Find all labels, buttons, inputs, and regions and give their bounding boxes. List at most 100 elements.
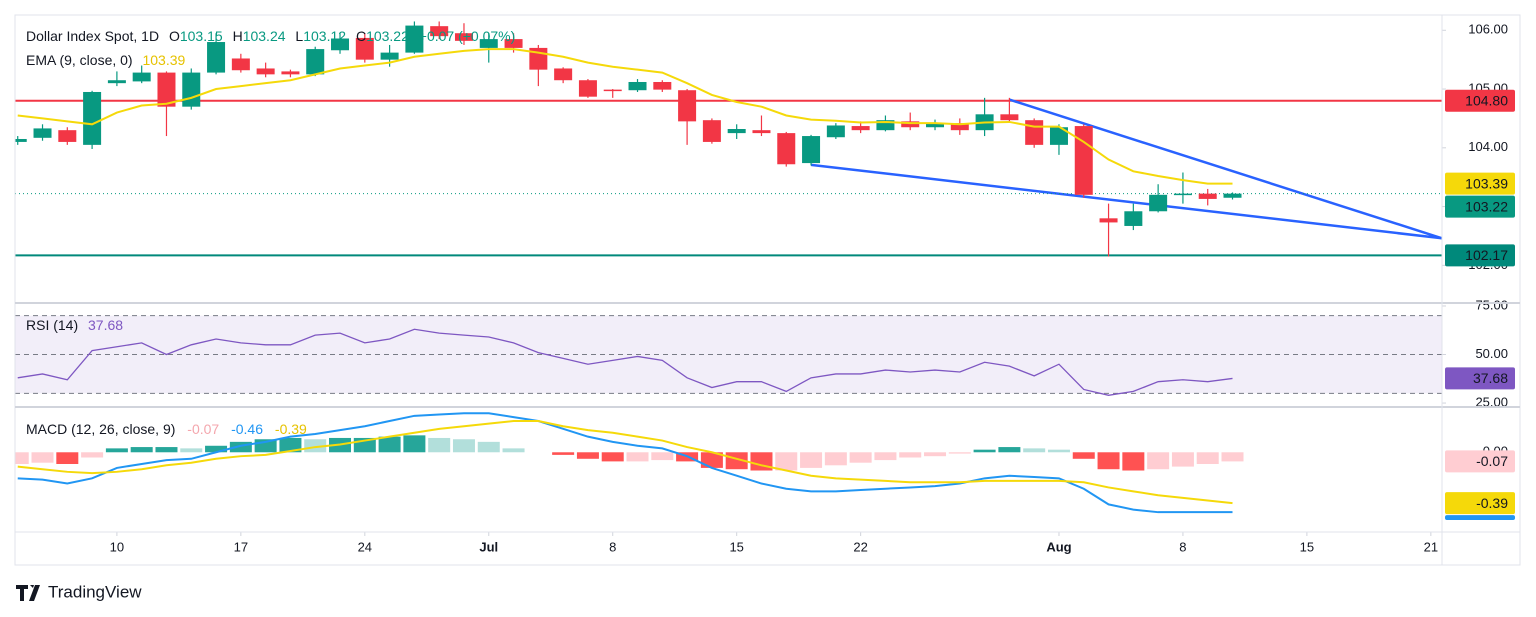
- candle-body: [380, 52, 399, 60]
- histogram-bar: [477, 441, 500, 453]
- histogram-bar: [81, 452, 104, 458]
- candle-body: [504, 39, 523, 48]
- candle-body: [1149, 194, 1168, 212]
- price-badge: 102.17: [1445, 244, 1515, 267]
- candle-body: [83, 91, 102, 145]
- candle-body: [207, 42, 226, 73]
- histogram-bar: [824, 452, 847, 466]
- main-legend: Dollar Index Spot, 1D O103.15 H103.24 L1…: [26, 28, 515, 44]
- ema-line: [17, 48, 1233, 185]
- candle-body: [1049, 127, 1068, 145]
- y-tick-label: 106.00: [1468, 22, 1508, 37]
- histogram-bar: [1171, 452, 1194, 467]
- price-badge: 37.68: [1445, 367, 1515, 390]
- candle-body: [430, 26, 449, 37]
- price-badge: [1445, 515, 1515, 520]
- candle-body: [603, 89, 622, 92]
- axes: 10 17 24 Jul 8 15 22 Aug 8 15 21106.00105.00104.00…: [110, 22, 1515, 554]
- x-tick-label: Jul: [479, 539, 498, 554]
- candle-body: [182, 72, 201, 107]
- macd-pane: [15, 412, 1244, 514]
- histogram-bar: [973, 449, 996, 453]
- badge-box: [1445, 450, 1515, 473]
- candle-body: [653, 81, 672, 90]
- ohlc-value: 103.24: [243, 28, 286, 44]
- candle-body: [826, 125, 845, 138]
- x-tick-label: 17: [234, 539, 248, 554]
- candle-body: [1223, 193, 1242, 198]
- histogram-bar: [403, 435, 426, 453]
- candle-body: [256, 68, 275, 75]
- ohlc-value: 103.22: [366, 28, 409, 44]
- rsi-value: 37.68: [88, 317, 123, 333]
- rsi-name: RSI (14): [26, 317, 78, 333]
- badge-box: [1445, 195, 1515, 218]
- candle-body: [355, 37, 374, 60]
- ema-legend: EMA (9, close, 0) 103.39: [26, 52, 186, 68]
- x-tick-label: 15: [1300, 539, 1314, 554]
- ohlc-key: O: [169, 28, 180, 44]
- candle-body: [678, 90, 697, 122]
- histogram-bar: [105, 448, 128, 453]
- candle-body: [802, 136, 821, 164]
- ema-value: 103.39: [142, 52, 185, 68]
- rsi-pane: [15, 315, 1442, 396]
- candle-body: [702, 120, 721, 142]
- candle-body: [15, 138, 27, 142]
- histogram-bar: [1122, 452, 1145, 471]
- badge-box: [1445, 515, 1515, 520]
- candle-body: [727, 129, 746, 134]
- histogram-bar: [800, 452, 823, 468]
- candle-body: [1198, 193, 1217, 199]
- x-tick-label: Aug: [1046, 539, 1071, 554]
- histogram-bar: [130, 447, 153, 453]
- candle-body: [1000, 114, 1019, 121]
- trend-line: [810, 163, 1443, 240]
- y-tick-label: 50.00: [1475, 346, 1508, 361]
- signal-line: [17, 420, 1233, 505]
- histogram-bar: [56, 452, 79, 464]
- candle-body: [1099, 218, 1118, 223]
- badge-label: 102.17: [1465, 247, 1508, 263]
- candle-body: [628, 81, 647, 91]
- candle-body: [1173, 193, 1192, 196]
- histogram-bar: [552, 452, 575, 455]
- macd-name: MACD (12, 26, close, 9): [26, 421, 175, 437]
- rsi-legend: RSI (14) 37.68: [26, 317, 123, 333]
- candle-body: [306, 49, 325, 75]
- candle-body: [950, 123, 969, 131]
- histogram-bar: [1047, 449, 1070, 453]
- histogram-bar: [998, 447, 1021, 453]
- histogram-bar: [1196, 452, 1219, 464]
- histogram-bar: [775, 452, 798, 471]
- badge-box: [1445, 492, 1515, 515]
- candle-body: [851, 126, 870, 131]
- candle-body: [454, 33, 473, 41]
- histogram-bar: [899, 452, 922, 458]
- histogram-bar: [948, 452, 971, 454]
- histogram-bar: [576, 452, 599, 459]
- candle-body: [901, 121, 920, 128]
- ohlc-key: H: [233, 28, 243, 44]
- x-tick-label: 21: [1424, 539, 1438, 554]
- ohlc-key: C: [356, 28, 366, 44]
- x-tick-label: 15: [729, 539, 743, 554]
- candle-body: [331, 38, 350, 51]
- histogram-bar: [31, 452, 54, 463]
- candle-body: [578, 80, 597, 97]
- histogram-bar: [378, 436, 401, 453]
- histogram-bar: [626, 452, 649, 462]
- change: +0.07 (+0.07%): [419, 28, 516, 44]
- histogram-bar: [874, 452, 897, 461]
- badge-label: 103.22: [1465, 198, 1508, 214]
- badge-label: -0.39: [1476, 495, 1508, 511]
- histogram-bar: [452, 439, 475, 453]
- histogram-bar: [1023, 448, 1046, 453]
- badge-label: 37.68: [1473, 370, 1508, 386]
- histogram-bar: [1097, 452, 1120, 470]
- macd-line: [17, 412, 1233, 514]
- histogram-bar: [279, 437, 302, 453]
- histogram-bar: [502, 448, 525, 453]
